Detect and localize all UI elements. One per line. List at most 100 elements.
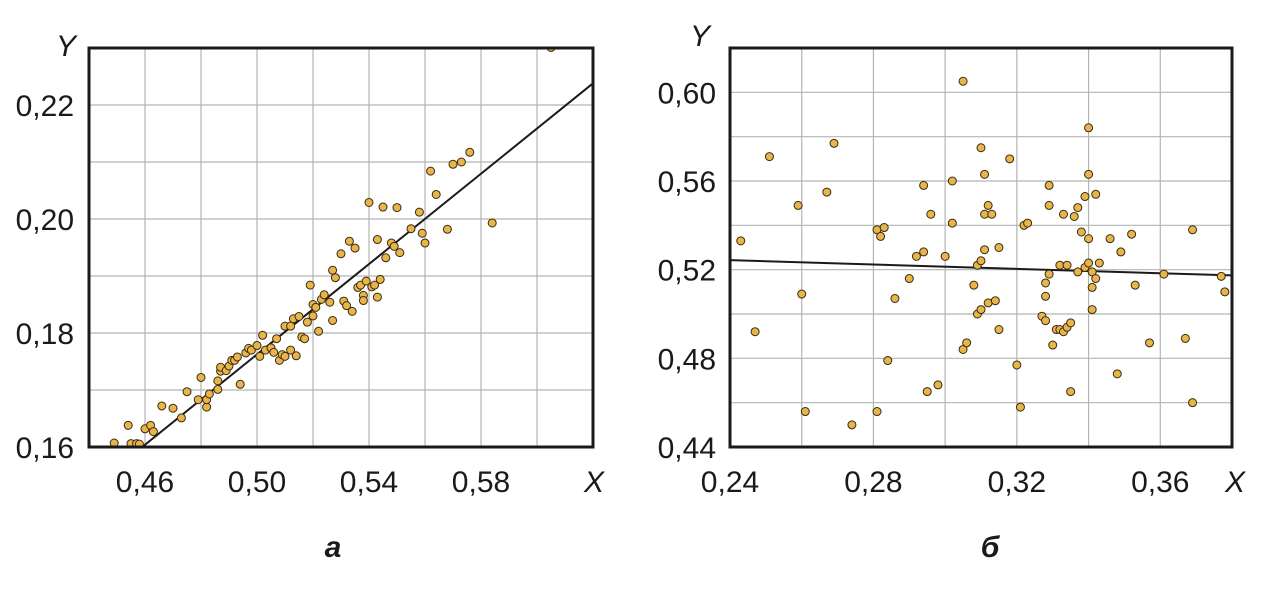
data-point xyxy=(736,236,746,246)
data-point xyxy=(389,241,399,251)
data-point xyxy=(904,274,914,284)
data-point xyxy=(202,402,212,412)
data-point xyxy=(1015,402,1025,412)
data-point xyxy=(255,351,265,361)
data-point xyxy=(294,311,304,321)
data-point xyxy=(800,407,810,417)
data-point xyxy=(426,166,436,176)
data-point xyxy=(347,306,357,316)
data-point xyxy=(1130,280,1140,290)
data-point xyxy=(252,341,262,351)
data-point xyxy=(919,247,929,257)
data-point xyxy=(204,389,214,399)
data-point xyxy=(1048,340,1058,350)
data-point xyxy=(1062,260,1072,270)
chart-panel-2: 0,44 0,48 0,52 0,56 0,60 0,24 0,28 0,32 0,36 Y Xб xyxy=(658,20,1246,564)
data-point xyxy=(883,356,893,366)
data-point xyxy=(994,243,1004,252)
data-point xyxy=(983,200,993,210)
data-point xyxy=(1091,274,1101,284)
data-point xyxy=(272,334,282,344)
data-point xyxy=(269,347,279,357)
data-points xyxy=(736,76,1230,430)
data-point xyxy=(487,218,497,228)
data-point xyxy=(134,439,144,447)
plot-frame xyxy=(728,46,1234,449)
x-axis-label: X xyxy=(1224,466,1246,499)
x-axis-label: X xyxy=(583,466,605,499)
data-point xyxy=(328,315,338,325)
data-point xyxy=(911,251,921,261)
data-point xyxy=(308,311,318,321)
data-point xyxy=(350,243,360,253)
data-point xyxy=(1084,258,1094,268)
data-point xyxy=(1094,258,1104,268)
data-point xyxy=(358,296,368,306)
data-point xyxy=(822,187,832,197)
data-point xyxy=(1066,387,1076,397)
data-point xyxy=(1069,211,1079,221)
data-point xyxy=(330,273,340,283)
data-point xyxy=(370,280,380,290)
data-point xyxy=(300,334,310,344)
data-point xyxy=(305,280,315,290)
x-tick-label: 0,54 xyxy=(340,466,398,499)
data-point xyxy=(1180,333,1190,343)
data-point xyxy=(976,143,986,153)
data-point xyxy=(406,224,416,234)
data-point xyxy=(940,251,950,261)
data-point xyxy=(980,245,990,255)
data-point xyxy=(456,157,466,167)
data-point xyxy=(123,420,133,430)
gridlines xyxy=(88,47,594,448)
data-point xyxy=(958,76,968,86)
gridlines xyxy=(729,47,1233,448)
data-point xyxy=(213,376,223,386)
data-point xyxy=(372,292,382,302)
data-point xyxy=(1073,267,1083,277)
x-tick-label: 0,50 xyxy=(228,466,286,499)
data-point xyxy=(1220,287,1230,297)
data-point xyxy=(1087,305,1097,315)
data-point xyxy=(193,395,203,405)
data-point xyxy=(1080,192,1090,202)
data-point xyxy=(1116,247,1126,257)
data-point xyxy=(314,326,324,336)
x-tick-label: 0,58 xyxy=(452,466,510,499)
data-point xyxy=(1084,169,1094,179)
chart-panel-1: 0,16 0,18 0,20 0,22 0,46 0,50 0,54 0,58 Y Xа xyxy=(16,30,605,564)
plot-frame xyxy=(87,46,595,449)
data-point xyxy=(1041,316,1051,326)
data-point xyxy=(1023,218,1033,228)
data-point xyxy=(1041,291,1051,301)
data-points xyxy=(109,48,556,447)
data-point xyxy=(213,384,223,394)
data-point xyxy=(196,372,206,382)
data-point xyxy=(1044,200,1054,210)
y-tick-label: 0,18 xyxy=(16,318,74,351)
data-point xyxy=(420,238,430,248)
data-point xyxy=(962,338,972,348)
data-point xyxy=(286,321,296,331)
data-point xyxy=(258,330,268,340)
y-tick-label: 0,56 xyxy=(658,166,716,199)
data-point xyxy=(235,379,245,389)
data-point xyxy=(872,407,882,417)
data-point xyxy=(793,200,803,210)
data-point xyxy=(919,180,929,190)
y-tick-label: 0,48 xyxy=(658,343,716,376)
data-point xyxy=(1216,271,1226,281)
data-point xyxy=(148,427,158,437)
y-tick-label: 0,16 xyxy=(16,432,74,465)
data-point xyxy=(168,403,178,413)
data-point xyxy=(797,289,807,299)
data-point xyxy=(1044,180,1054,190)
data-point xyxy=(994,325,1004,335)
data-point xyxy=(987,209,997,219)
data-point xyxy=(465,147,475,157)
data-point xyxy=(969,280,979,290)
data-point xyxy=(336,249,346,259)
data-point xyxy=(328,265,338,275)
